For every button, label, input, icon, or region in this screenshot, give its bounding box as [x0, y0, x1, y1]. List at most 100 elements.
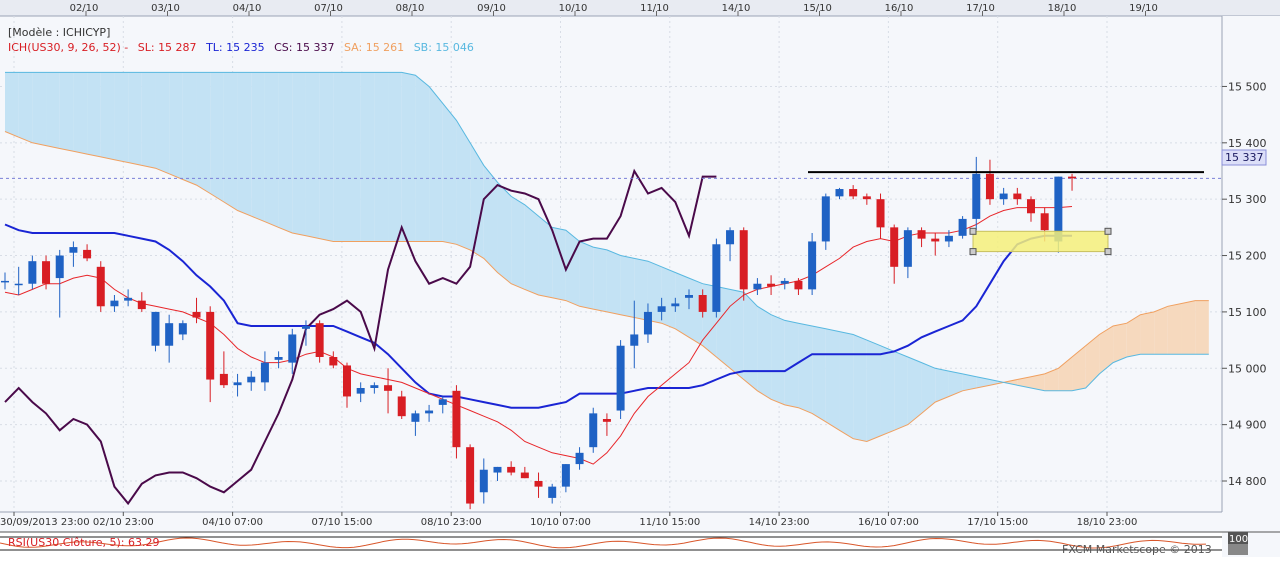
kumo-segment [87, 72, 101, 157]
candle-body [767, 283, 776, 287]
kumo-segment [388, 72, 402, 242]
candle-body [1027, 199, 1035, 214]
kumo-segment [1085, 334, 1100, 388]
kumo-segment [59, 72, 74, 152]
candle-body [370, 385, 379, 388]
bottom-date-label: 30/09/2013 23:00 [0, 517, 90, 528]
price-tag-box [1221, 149, 1267, 166]
kumo-segment [429, 86, 443, 242]
candle-body [438, 399, 447, 405]
top-date-label: 19/10 [1129, 3, 1158, 14]
candle-body [507, 466, 516, 473]
kumo-segment [483, 165, 498, 273]
kumo-segment [798, 323, 813, 414]
kumo-segment [593, 247, 607, 312]
zone-handle[interactable] [1104, 248, 1112, 256]
candle-body [821, 196, 830, 242]
kumo-segment [415, 75, 430, 242]
kumo-segment [1140, 311, 1155, 355]
kumo-segment [1167, 303, 1182, 355]
kumo-segment [1099, 326, 1114, 374]
kumo-segment [565, 230, 580, 307]
kumo-segment [812, 326, 826, 422]
kumo-segment [264, 72, 279, 228]
candle-body [671, 303, 680, 307]
kumo-segment [784, 320, 799, 408]
candle-body [233, 382, 242, 386]
kumo-segment [948, 371, 963, 397]
kumo-segment [497, 182, 512, 284]
kumo-segment [839, 331, 854, 439]
kumo-segment [18, 72, 33, 143]
bottom-axis-bg [0, 512, 1280, 532]
zone-handle[interactable] [969, 248, 977, 256]
top-date-label: 08/10 [396, 3, 425, 14]
kumo-segment [333, 72, 347, 242]
kumo-segment [128, 72, 142, 166]
candle-body [411, 413, 420, 422]
candle-body [780, 280, 789, 284]
kumo-segment [141, 72, 156, 169]
kumo-segment [757, 306, 772, 400]
candle-body [917, 230, 926, 239]
kumo-segment [305, 72, 320, 239]
kumo-segment [989, 379, 1004, 386]
candle-body [726, 230, 735, 245]
candle-body [575, 452, 584, 465]
kumo-segment [46, 72, 60, 149]
price-tick-label: 15 100 [1228, 306, 1267, 319]
rsi-scale-box-lower [1228, 544, 1248, 555]
legend-sa: SA: 15 261 [344, 41, 404, 54]
kumo-segment [894, 351, 908, 431]
kumo-segment [825, 328, 840, 431]
bottom-date-label: 08/10 23:00 [421, 517, 482, 528]
candle-body [219, 373, 228, 386]
top-date-label: 07/10 [314, 3, 343, 14]
kumo-segment [155, 72, 170, 174]
candle-body [972, 173, 981, 219]
zone-handle[interactable] [969, 227, 977, 235]
candlesticks [1, 156, 1077, 510]
zone-handle[interactable] [1104, 227, 1112, 235]
kumo-segment [114, 72, 129, 163]
kumo-segment [169, 72, 183, 180]
kumo-segment [292, 72, 306, 236]
candle-body [589, 413, 598, 448]
candle-body [247, 376, 256, 383]
rsi-label: RSI(US30.Clôture, 5): 63.29 [8, 536, 159, 549]
kumo-segment [606, 249, 621, 315]
price-tick-label: 14 800 [1228, 475, 1267, 488]
kumo-segment [456, 120, 471, 250]
watermark: FXCM Marketscope © 2013 [1062, 543, 1212, 556]
candle-body [274, 357, 283, 360]
support-zone[interactable] [972, 230, 1109, 253]
kumo-segment [182, 72, 197, 186]
candle-body [493, 466, 502, 473]
kumo-segment [921, 362, 936, 414]
candle-body [1054, 176, 1063, 242]
legend-cs: CS: 15 337 [274, 41, 334, 54]
kumo-segment [552, 227, 566, 301]
candle-body [124, 297, 133, 301]
candle-body [165, 323, 174, 346]
candle-body [14, 283, 23, 286]
price-tick-label: 15 400 [1228, 137, 1267, 150]
kumo-segment [524, 204, 539, 295]
price-tick-label: 15 300 [1228, 193, 1267, 206]
bottom-date-label: 16/10 07:00 [858, 517, 919, 528]
kumo-segment [1044, 368, 1059, 391]
candle-body [301, 326, 310, 329]
kumo-segment [1113, 323, 1127, 363]
kumo-segment [935, 368, 949, 403]
top-date-label: 18/10 [1048, 3, 1077, 14]
candle-body [206, 311, 215, 380]
candle-body [548, 486, 557, 498]
top-date-label: 03/10 [151, 3, 180, 14]
candle-body [890, 227, 899, 267]
drawing-overlays[interactable] [808, 171, 1204, 256]
candle-body [452, 390, 461, 448]
candle-body [315, 323, 324, 357]
candle-body [630, 334, 639, 346]
kumo-segment [743, 292, 758, 391]
